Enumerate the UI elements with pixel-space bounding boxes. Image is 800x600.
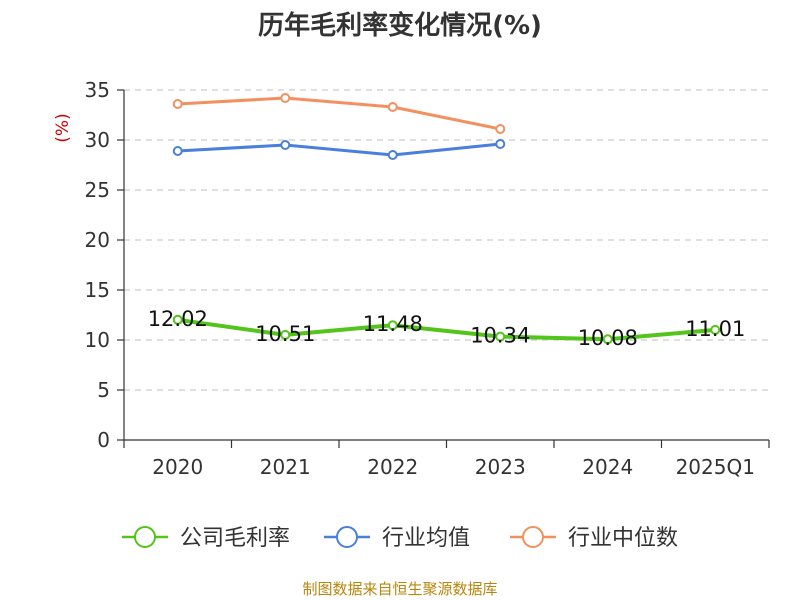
legend-marker-0 — [134, 526, 156, 548]
y-tick-3: 15 — [85, 278, 110, 302]
y-tick-0: 0 — [97, 428, 110, 452]
legend-marker-1 — [336, 526, 358, 548]
y-tick-6: 30 — [85, 128, 110, 152]
x-tick-0: 2020 — [152, 455, 203, 479]
series-line-2 — [176, 96, 502, 131]
data-point-2-0 — [172, 99, 183, 109]
data-point-1-3 — [495, 139, 506, 149]
y-tick-labels: 0 5 10 15 20 25 30 35 — [85, 78, 110, 452]
grid-lines — [124, 89, 769, 391]
data-point-0-0 — [172, 314, 183, 325]
data-point-0-1 — [280, 329, 291, 340]
y-tick-5: 25 — [85, 178, 110, 202]
data-point-1-0 — [172, 146, 183, 156]
data-label-0-3: 10.34 — [470, 324, 530, 348]
data-point-1-2 — [387, 150, 398, 160]
data-label-0-5: 11.01 — [685, 317, 745, 341]
data-label-0-4: 10.08 — [578, 326, 638, 350]
x-tick-4: 2024 — [582, 455, 633, 479]
x-tick-2: 2022 — [367, 455, 418, 479]
x-tick-3: 2023 — [475, 455, 526, 479]
legend-marker-2 — [522, 526, 544, 548]
data-point-2-1 — [280, 93, 291, 103]
series-2 — [172, 93, 506, 134]
data-point-0-4 — [602, 334, 613, 345]
y-tick-1: 5 — [97, 378, 110, 402]
y-tick-4: 20 — [85, 228, 110, 252]
series-1 — [172, 139, 506, 160]
x-tick-5: 2025Q1 — [676, 455, 755, 479]
legend-item-2[interactable]: 行业中位数 — [510, 526, 678, 551]
legend: 公司毛利率 行业均值 行业中位数 — [122, 526, 678, 551]
series-group: 12.02 10.51 11.48 10.34 10.08 11.01 — [148, 93, 746, 350]
data-label-0-2: 11.48 — [363, 312, 423, 336]
series-0: 12.02 10.51 11.48 10.34 10.08 11.01 — [148, 307, 746, 350]
source-note: 制图数据来自恒生聚源数据库 — [302, 580, 497, 598]
data-point-2-3 — [495, 124, 506, 134]
legend-item-1[interactable]: 行业均值 — [324, 526, 470, 551]
y-axis-label: (%) — [53, 113, 73, 142]
data-label-0-1: 10.51 — [255, 322, 315, 346]
data-label-0-0: 12.02 — [148, 307, 208, 331]
series-line-1 — [176, 142, 502, 157]
data-point-0-5 — [710, 324, 721, 335]
x-tick-labels: 2020 2021 2022 2023 2024 2025Q1 — [152, 455, 755, 479]
data-point-1-1 — [280, 140, 291, 150]
legend-item-0[interactable]: 公司毛利率 — [122, 526, 290, 551]
chart-title: 历年毛利率变化情况(%) — [258, 10, 542, 41]
axes — [117, 89, 770, 448]
y-tick-7: 35 — [85, 78, 110, 102]
data-point-0-3 — [495, 331, 506, 342]
y-tick-2: 10 — [85, 328, 110, 352]
series-line-0 — [175, 317, 718, 342]
legend-label-2: 行业中位数 — [568, 526, 678, 551]
x-tick-1: 2021 — [260, 455, 311, 479]
data-point-0-2 — [387, 320, 398, 331]
legend-label-0: 公司毛利率 — [180, 526, 290, 551]
data-point-2-2 — [387, 102, 398, 112]
legend-label-1: 行业均值 — [382, 526, 470, 551]
